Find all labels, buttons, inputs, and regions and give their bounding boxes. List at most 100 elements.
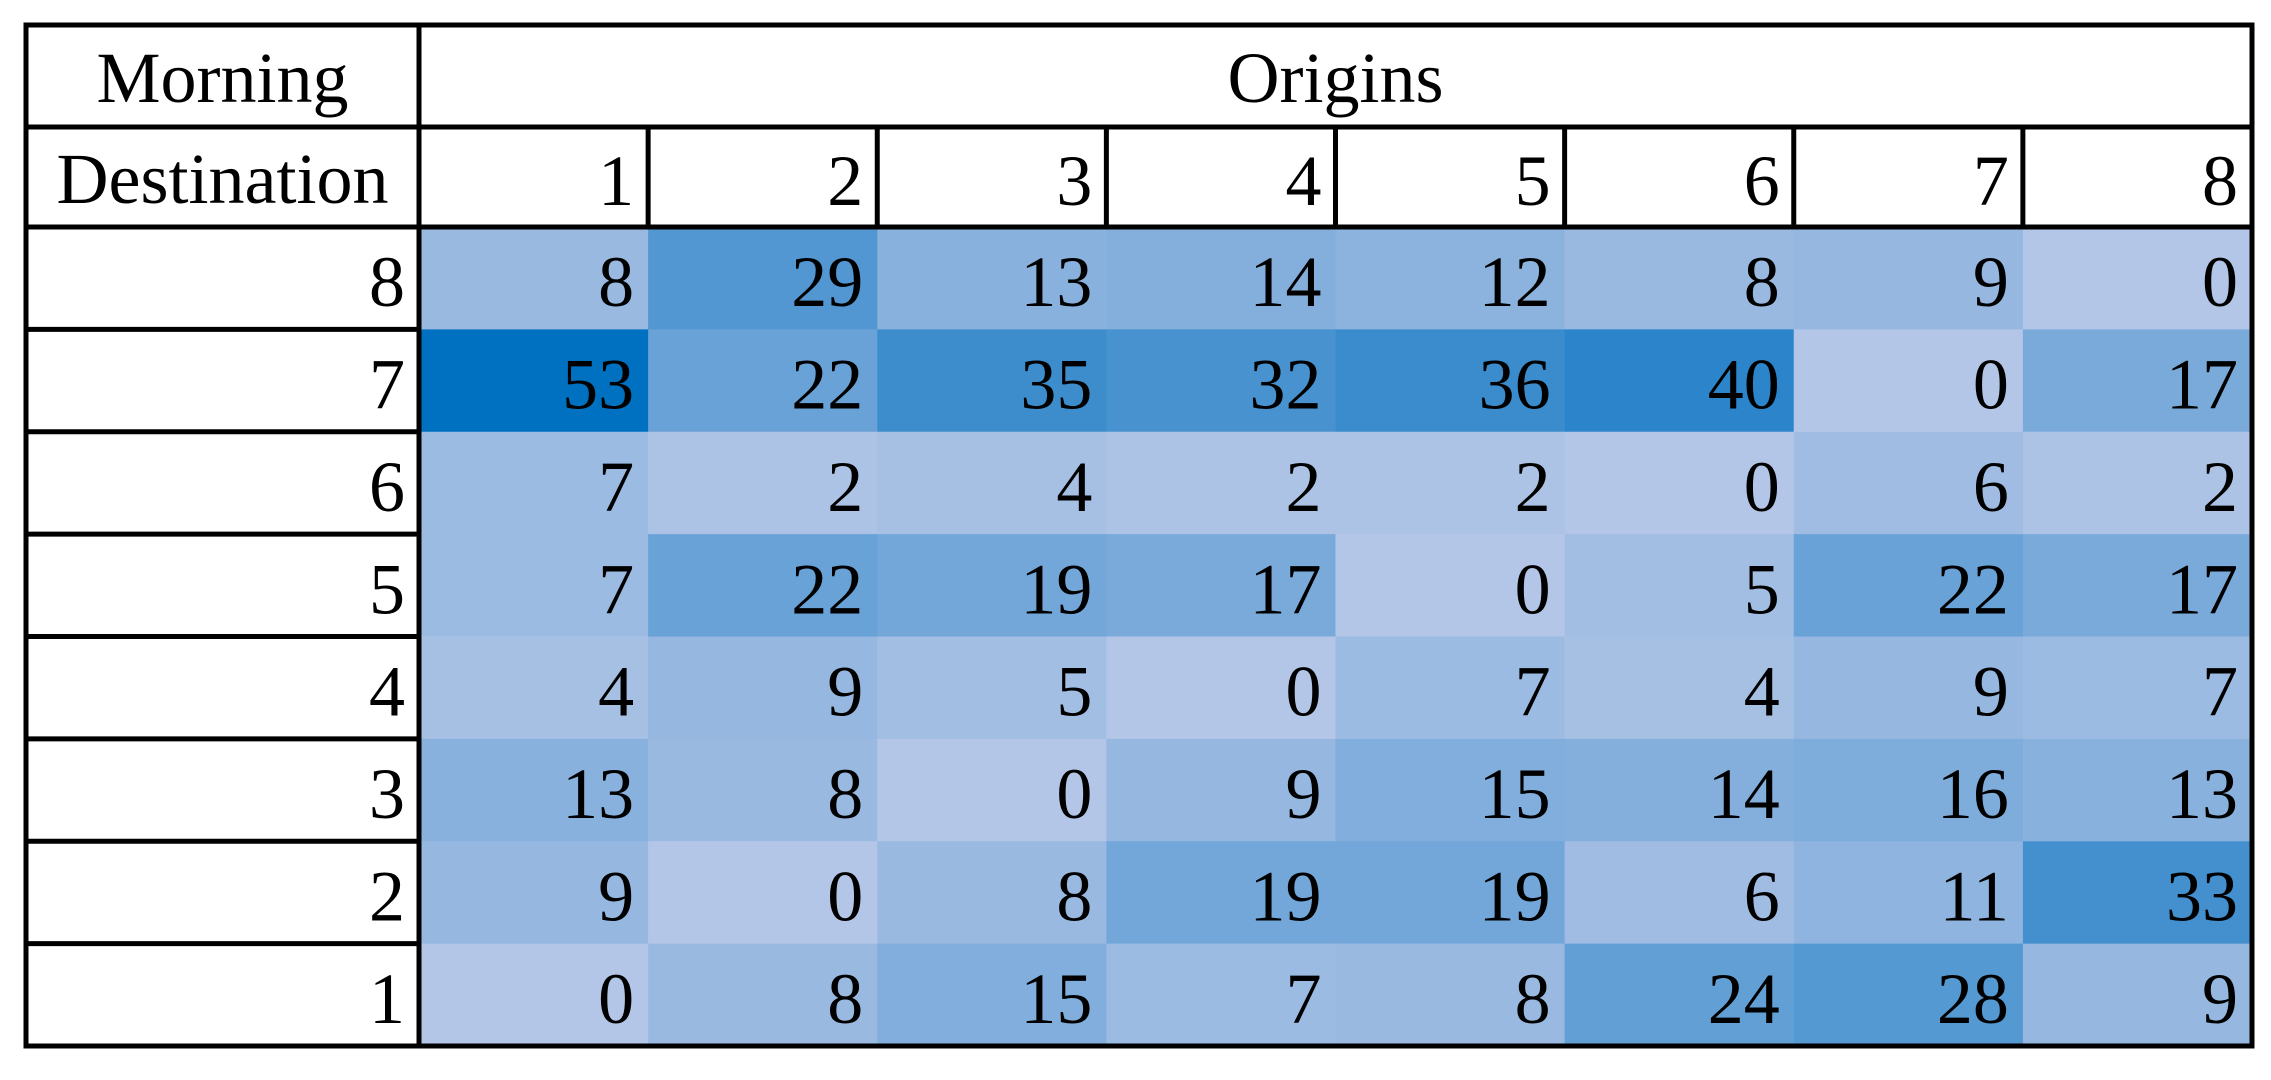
heatmap-cell <box>1564 738 1795 842</box>
heatmap-cell <box>2022 534 2253 637</box>
cell-value-label: 19 <box>1250 856 1322 936</box>
cell-value-label: 13 <box>1020 242 1092 322</box>
cell-value-label: 0 <box>827 856 863 936</box>
cell-value-label: 0 <box>1515 549 1551 629</box>
cell-value-label: 32 <box>1250 345 1322 425</box>
heatmap-cell <box>1106 636 1336 740</box>
cell-value-label: 14 <box>1250 242 1322 322</box>
heatmap-cell <box>1335 329 1566 433</box>
heatmap-cell <box>1106 738 1336 842</box>
cell-value-label: 35 <box>1020 345 1092 425</box>
heatmap-cell <box>1793 431 2024 535</box>
cell-value-label: 24 <box>1708 959 1780 1039</box>
cell-value-label: 8 <box>1515 959 1551 1039</box>
cell-value-label: 22 <box>1937 549 2009 629</box>
cell-value-label: 8 <box>827 959 863 1039</box>
heatmap-cell <box>648 227 878 330</box>
origin-column-label: 4 <box>1286 141 1322 221</box>
od-heatmap: 8 29 13 14 12 8 9 053 22 35 32 36 40 0 177 2 4 2 2 0 6 27 22 19… <box>23 22 2255 1049</box>
heatmap-cell <box>2022 841 2253 945</box>
heatmap-cell <box>648 738 878 842</box>
heatmap-cell <box>419 329 649 433</box>
heatmap-cell <box>1335 431 1566 535</box>
cell-value-label: 2 <box>1515 447 1551 527</box>
heatmap-cell <box>1106 841 1336 945</box>
column-group-label-origins: Origins <box>1228 38 1444 118</box>
cell-value-label: 5 <box>1744 549 1780 629</box>
heatmap-cell <box>419 841 649 945</box>
cell-value-label: 19 <box>1479 856 1551 936</box>
heatmap-cell <box>2022 636 2253 740</box>
heatmap-cell <box>1564 431 1795 535</box>
destination-row-label: 8 <box>369 242 405 322</box>
cell-value-label: 0 <box>1056 754 1092 834</box>
cell-value-label: 0 <box>1744 447 1780 527</box>
heatmap-cell <box>1564 329 1795 433</box>
cell-value-label: 4 <box>1056 447 1092 527</box>
heatmap-cell <box>877 329 1107 433</box>
cell-value-label: 7 <box>2202 652 2238 732</box>
cell-value-label: 22 <box>791 345 863 425</box>
heatmap-cell <box>1106 534 1336 637</box>
cell-value-label: 4 <box>1744 652 1780 732</box>
origin-column-label: 2 <box>827 141 863 221</box>
cell-value-label: 0 <box>2202 242 2238 322</box>
cell-value-label: 4 <box>598 652 634 732</box>
heatmap-cell <box>1793 636 2024 740</box>
heatmap-cell <box>1335 636 1566 740</box>
cell-value-label: 14 <box>1708 754 1780 834</box>
heatmap-cell <box>2022 738 2253 842</box>
cell-value-label: 17 <box>2166 549 2238 629</box>
cell-value-label: 28 <box>1937 959 2009 1039</box>
heatmap-cell <box>1106 329 1336 433</box>
origin-column-label: 3 <box>1056 141 1092 221</box>
cell-value-label: 8 <box>598 242 634 322</box>
cell-value-label: 19 <box>1020 549 1092 629</box>
heatmap-cell <box>877 738 1107 842</box>
cell-value-label: 0 <box>598 959 634 1039</box>
heatmap-cell <box>1106 431 1336 535</box>
cell-value-label: 5 <box>1056 652 1092 732</box>
heatmap-cell <box>877 841 1107 945</box>
cell-value-label: 9 <box>1286 754 1322 834</box>
heatmap-cell <box>419 738 649 842</box>
destination-row-label: 6 <box>369 447 405 527</box>
cell-value-label: 9 <box>1973 652 2009 732</box>
cell-value-label: 9 <box>2202 959 2238 1039</box>
corner-label-destination: Destination <box>57 139 389 219</box>
cell-value-label: 2 <box>2202 447 2238 527</box>
heatmap-cell <box>1793 738 2024 842</box>
cell-value-label: 2 <box>827 447 863 527</box>
heatmap-cell <box>1335 534 1566 637</box>
cell-value-label: 7 <box>1286 959 1322 1039</box>
cell-value-label: 8 <box>827 754 863 834</box>
destination-row-label: 5 <box>369 549 405 629</box>
origin-column-label: 5 <box>1515 141 1551 221</box>
heatmap-cell <box>419 227 649 330</box>
origin-column-label: 7 <box>1973 141 2009 221</box>
corner-label-morning: Morning <box>97 38 349 118</box>
cell-value-label: 22 <box>791 549 863 629</box>
heatmap-cell <box>877 943 1107 1047</box>
heatmap-cell <box>1335 841 1566 945</box>
cell-value-label: 15 <box>1479 754 1551 834</box>
heatmap-cell <box>419 636 649 740</box>
cell-value-label: 13 <box>562 754 634 834</box>
heatmap-cell <box>1106 943 1336 1047</box>
heatmap-cell <box>1564 227 1795 330</box>
heatmap-cell <box>877 534 1107 637</box>
heatmap-cell <box>877 227 1107 330</box>
heatmap-cell <box>419 943 649 1047</box>
heatmap-cell <box>1564 841 1795 945</box>
cell-value-label: 12 <box>1479 242 1551 322</box>
cell-value-label: 9 <box>827 652 863 732</box>
destination-row-label: 2 <box>369 856 405 936</box>
cell-value-label: 17 <box>2166 345 2238 425</box>
cell-value-label: 15 <box>1020 959 1092 1039</box>
heatmap-cell <box>648 636 878 740</box>
table-text: 8 29 13 14 12 8 9 053 22 35 32 36 40 0 177 2 4 2 2 0 6 27 22 19… <box>57 38 2238 1039</box>
heatmap-cell <box>648 431 878 535</box>
destination-row-label: 1 <box>369 959 405 1039</box>
cell-value-label: 7 <box>598 447 634 527</box>
heatmap-cell <box>877 636 1107 740</box>
